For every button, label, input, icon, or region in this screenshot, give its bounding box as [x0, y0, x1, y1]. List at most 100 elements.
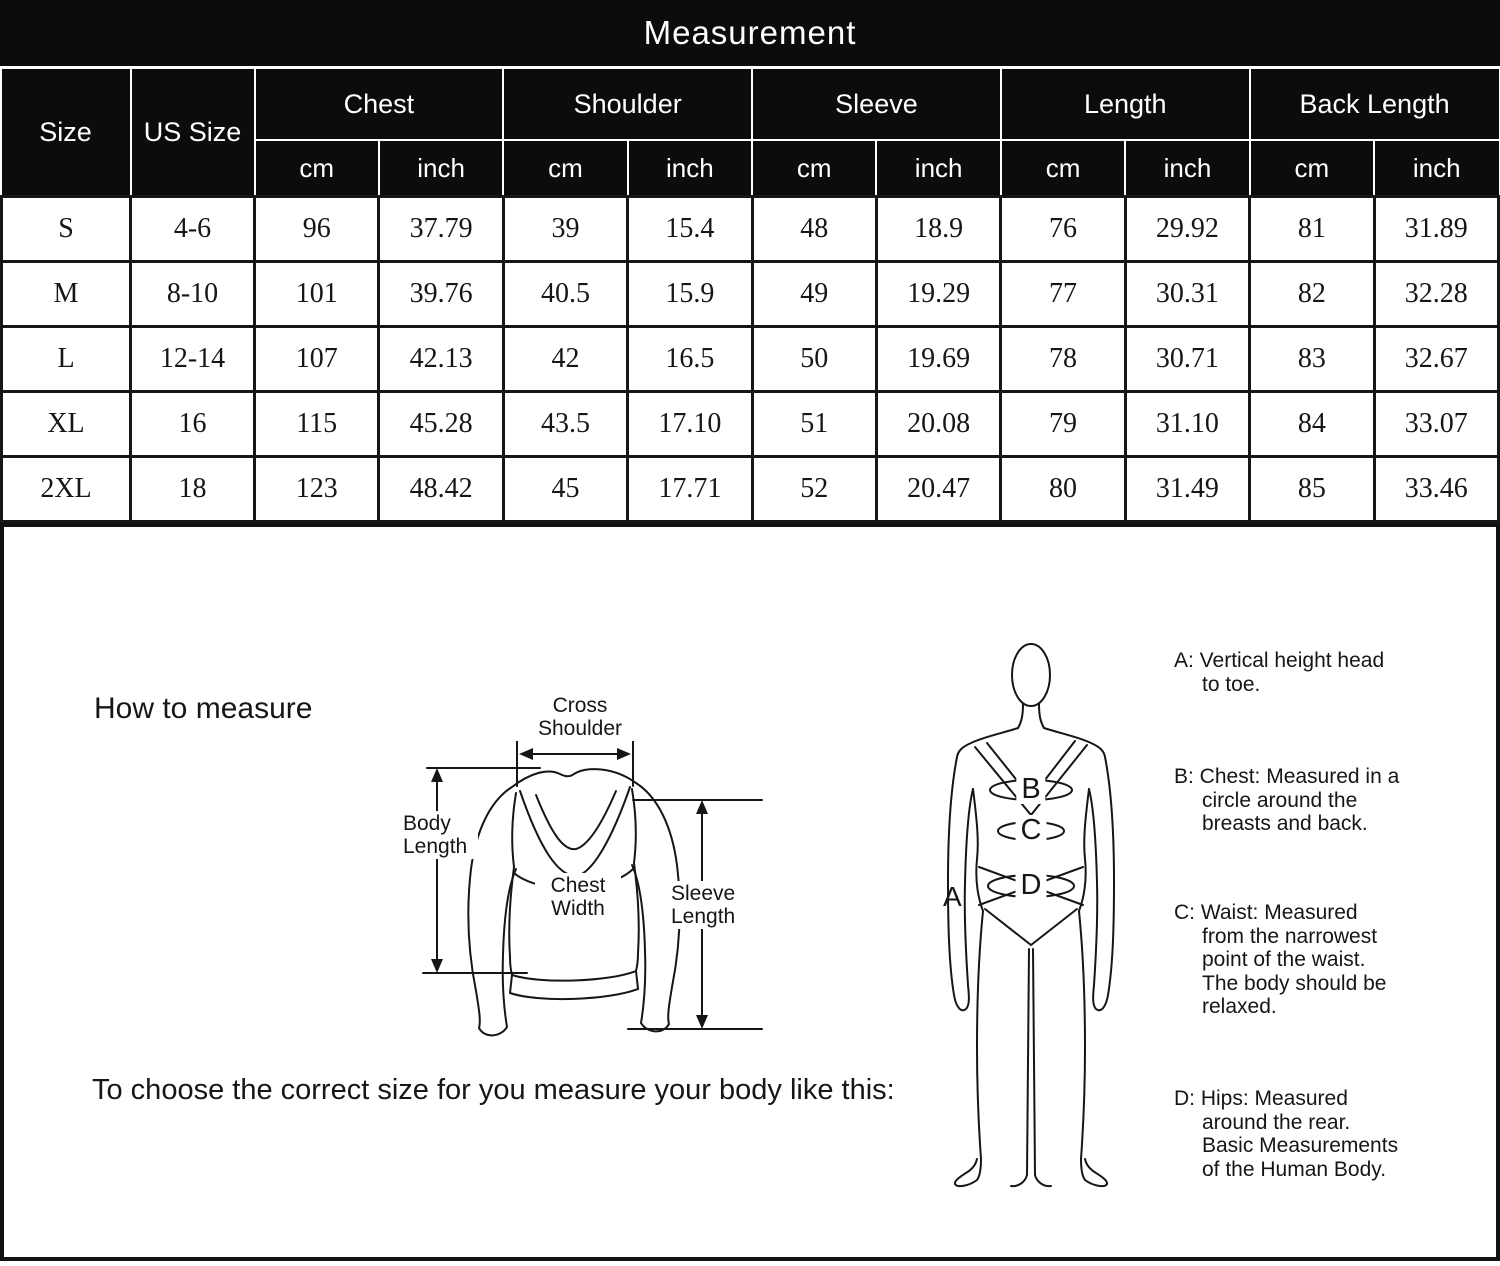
size-cell: M [0, 260, 132, 328]
table-group-header-row: Size US Size Chest Shoulder Sleeve Lengt… [1, 69, 1499, 198]
table-row-xl: XL 16 115 45.28 43.5 17.10 51 20.08 79 3… [0, 390, 1500, 458]
value-cell: 39 [501, 195, 630, 263]
value-cell: 43.5 [501, 390, 630, 458]
col-size-header: Size [1, 69, 132, 198]
figure-label-b: B [1016, 774, 1046, 804]
table-row-m: M 8-10 101 39.76 40.5 15.9 49 19.29 77 3… [0, 260, 1500, 328]
cross-shoulder-arrow [517, 736, 633, 786]
body-length-label: Body Length [400, 811, 478, 859]
value-cell: 84 [1248, 390, 1376, 458]
table-unit-header-row: cm inch cm inch cm inch cm inch cm inch [2, 139, 1499, 198]
how-to-measure-heading: How to measure [94, 692, 313, 725]
value-cell: 123 [252, 455, 381, 523]
value-cell: 77 [999, 260, 1127, 328]
measurement-table: Size US Size Chest Shoulder Sleeve Lengt… [0, 69, 1500, 523]
unit-cm-header: cm [1248, 139, 1376, 198]
us-size-cell: 16 [129, 390, 256, 458]
size-cell: XL [0, 390, 132, 458]
value-cell: 31.10 [1123, 390, 1252, 458]
unit-inch-header: inch [875, 139, 1002, 198]
unit-inch-header: inch [1124, 139, 1251, 198]
value-cell: 107 [252, 325, 381, 393]
value-cell: 81 [1248, 195, 1376, 263]
col-chest-header: Chest [253, 69, 505, 141]
value-cell: 15.4 [626, 195, 754, 263]
value-cell: 19.69 [874, 325, 1003, 393]
col-us-size-header: US Size [129, 69, 256, 198]
value-cell: 30.71 [1123, 325, 1252, 393]
garment-diagram: Cross Shoulder Body Length Chest Width S… [400, 683, 780, 1078]
col-shoulder-header: Shoulder [502, 69, 754, 141]
unit-inch-header: inch [1373, 139, 1499, 198]
unit-cm-header: cm [999, 139, 1127, 198]
value-cell: 15.9 [626, 260, 754, 328]
col-sleeve-header: Sleeve [751, 69, 1002, 141]
size-cell: S [0, 195, 132, 263]
value-cell: 42 [501, 325, 630, 393]
value-cell: 51 [750, 390, 878, 458]
body-figure-svg [935, 635, 1135, 1197]
table-row-l: L 12-14 107 42.13 42 16.5 50 19.69 78 30… [0, 325, 1500, 393]
figure-label-d: D [1015, 870, 1047, 900]
figure-label-c: C [1015, 815, 1047, 845]
value-cell: 33.07 [1372, 390, 1500, 458]
unit-cm-header: cm [254, 139, 380, 198]
unit-inch-header: inch [626, 139, 754, 198]
value-cell: 37.79 [377, 195, 505, 263]
value-cell: 31.49 [1123, 455, 1252, 523]
value-cell: 85 [1248, 455, 1376, 523]
value-cell: 82 [1248, 260, 1376, 328]
value-cell: 78 [999, 325, 1127, 393]
table-title-bar: Measurement [0, 0, 1500, 69]
value-cell: 115 [252, 390, 381, 458]
body-figure-diagram: A B C D [935, 635, 1135, 1197]
annotation-height: A: Vertical height head to toe. [1174, 649, 1385, 696]
page-title: Measurement [643, 14, 857, 51]
value-cell: 20.08 [874, 390, 1003, 458]
us-size-cell: 12-14 [129, 325, 256, 393]
cross-shoulder-label: Cross Shoulder [515, 693, 645, 741]
annotation-waist: C: Waist: Measured from the narrowest po… [1174, 901, 1387, 1018]
value-cell: 96 [252, 195, 381, 263]
value-cell: 50 [750, 325, 878, 393]
value-cell: 101 [252, 260, 381, 328]
value-cell: 83 [1248, 325, 1376, 393]
value-cell: 48 [750, 195, 878, 263]
value-cell: 18.9 [874, 195, 1003, 263]
unit-cm-header: cm [751, 139, 878, 198]
value-cell: 52 [750, 455, 878, 523]
value-cell: 17.10 [626, 390, 754, 458]
value-cell: 19.29 [874, 260, 1003, 328]
value-cell: 45.28 [377, 390, 505, 458]
value-cell: 32.67 [1372, 325, 1500, 393]
value-cell: 32.28 [1372, 260, 1500, 328]
us-size-cell: 8-10 [129, 260, 256, 328]
unit-cm-header: cm [502, 139, 629, 198]
value-cell: 31.89 [1372, 195, 1500, 263]
value-cell: 17.71 [626, 455, 754, 523]
table-row-s: S 4-6 96 37.79 39 15.4 48 18.9 76 29.92 … [0, 195, 1500, 263]
value-cell: 42.13 [377, 325, 505, 393]
us-size-cell: 4-6 [129, 195, 256, 263]
value-cell: 20.47 [874, 455, 1003, 523]
chest-width-label: Chest Width [535, 873, 621, 921]
choose-size-instruction: To choose the correct size for you measu… [92, 1074, 895, 1106]
col-back-length-header: Back Length [1248, 69, 1499, 141]
col-length-header: Length [999, 69, 1251, 141]
value-cell: 33.46 [1372, 455, 1500, 523]
annotation-chest: B: Chest: Measured in a circle around th… [1174, 765, 1400, 835]
value-cell: 80 [999, 455, 1127, 523]
value-cell: 39.76 [377, 260, 505, 328]
value-cell: 29.92 [1123, 195, 1252, 263]
unit-inch-header: inch [377, 139, 505, 198]
value-cell: 45 [501, 455, 630, 523]
figure-label-a: A [943, 881, 962, 912]
size-cell: L [0, 325, 132, 393]
table-row-2xl: 2XL 18 123 48.42 45 17.71 52 20.47 80 31… [0, 455, 1500, 523]
value-cell: 49 [750, 260, 878, 328]
us-size-cell: 18 [129, 455, 256, 523]
annotation-hips: D: Hips: Measured around the rear. Basic… [1174, 1087, 1399, 1181]
value-cell: 30.31 [1123, 260, 1252, 328]
value-cell: 40.5 [501, 260, 630, 328]
